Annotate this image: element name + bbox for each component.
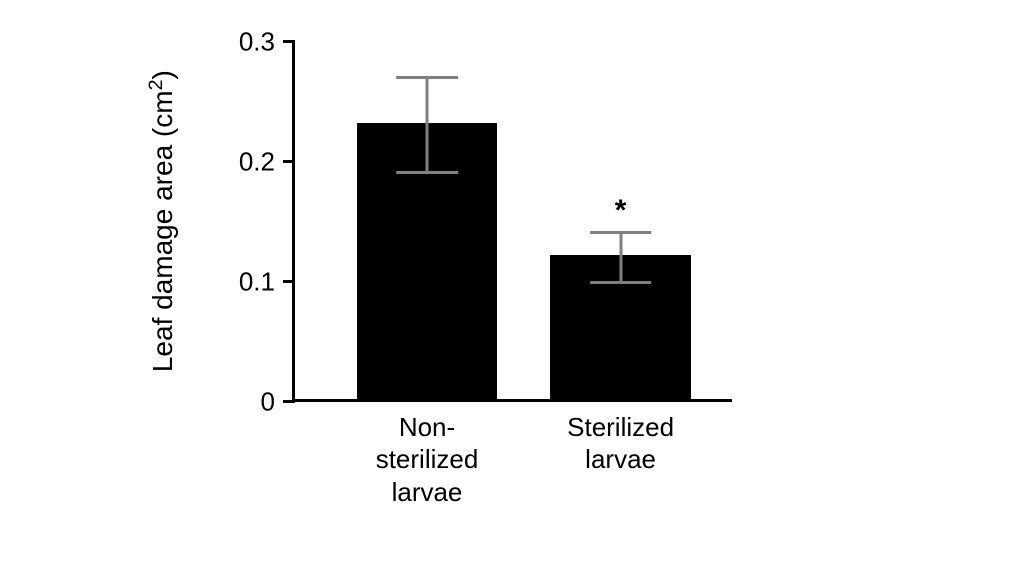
significance-marker: * xyxy=(615,194,627,228)
error-cap xyxy=(396,171,458,174)
category-label: Sterilizedlarvae xyxy=(567,411,674,476)
bar-chart: Leaf damage area (cm2) 00.10.20.3Non-ste… xyxy=(152,12,872,572)
y-tick xyxy=(283,280,295,283)
error-bar xyxy=(426,78,429,173)
y-tick-label: 0.1 xyxy=(239,266,275,297)
error-cap xyxy=(590,281,652,284)
y-axis-label: Leaf damage area (cm2) xyxy=(145,71,179,373)
error-bar xyxy=(619,232,622,282)
error-cap xyxy=(590,231,652,234)
y-tick-label: 0.3 xyxy=(239,26,275,57)
y-tick xyxy=(283,160,295,163)
y-axis-label-wrap: Leaf damage area (cm2) xyxy=(132,12,192,432)
error-cap xyxy=(396,76,458,79)
category-label: Non-sterilizedlarvae xyxy=(376,411,479,509)
y-tick xyxy=(283,400,295,403)
y-tick-label: 0.2 xyxy=(239,146,275,177)
y-tick xyxy=(283,40,295,43)
plot-area: 00.10.20.3Non-sterilizedlarvae*Sterilize… xyxy=(292,42,732,402)
y-tick-label: 0 xyxy=(261,386,275,417)
